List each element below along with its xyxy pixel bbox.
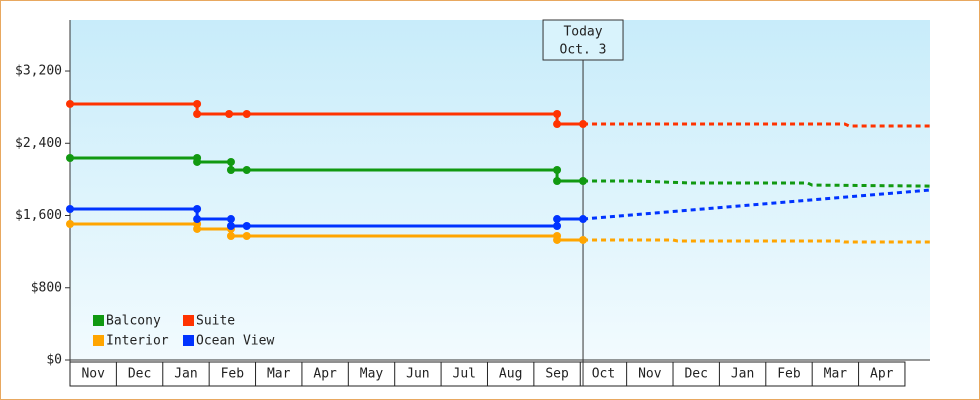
forecast-line bbox=[583, 238, 930, 244]
x-tick-label: Nov bbox=[81, 367, 105, 382]
point bbox=[226, 215, 235, 224]
point bbox=[66, 99, 74, 108]
point bbox=[66, 153, 74, 162]
point bbox=[553, 165, 562, 174]
point bbox=[66, 205, 74, 214]
point bbox=[226, 157, 235, 166]
point bbox=[193, 215, 202, 224]
point bbox=[242, 232, 251, 241]
legend-swatch bbox=[93, 315, 104, 326]
forecast-line bbox=[583, 179, 931, 188]
y-tick-label: $1,600 bbox=[15, 208, 62, 223]
today-box bbox=[542, 19, 624, 61]
point bbox=[579, 120, 588, 129]
legend-label: Ocean View bbox=[196, 334, 274, 349]
forecast-line bbox=[583, 122, 930, 128]
x-tick-label: Feb bbox=[777, 367, 801, 382]
point bbox=[226, 232, 235, 241]
point bbox=[579, 235, 588, 244]
point bbox=[193, 99, 202, 108]
point bbox=[225, 110, 234, 119]
point bbox=[553, 215, 562, 224]
y-tick-label: $3,200 bbox=[15, 64, 62, 79]
today-label: Today bbox=[563, 25, 602, 40]
x-tick-label: Jun bbox=[406, 367, 429, 382]
point bbox=[242, 165, 251, 174]
plot-area bbox=[70, 20, 930, 360]
point bbox=[553, 221, 562, 230]
x-tick-label: Jan bbox=[731, 367, 754, 382]
legend-swatch bbox=[93, 335, 104, 346]
today-date: Oct. 3 bbox=[560, 43, 607, 58]
x-tick-label: Aug bbox=[499, 367, 522, 382]
legend-swatch bbox=[183, 335, 194, 346]
x-tick-label: Jul bbox=[453, 367, 476, 382]
legend-swatch bbox=[183, 315, 194, 326]
legend-label: Balcony bbox=[106, 314, 161, 329]
point bbox=[66, 220, 74, 228]
x-tick-label: Oct bbox=[592, 367, 615, 382]
point bbox=[193, 205, 202, 214]
point bbox=[553, 235, 562, 244]
x-tick-label: Dec bbox=[684, 367, 707, 382]
x-tick-label: Dec bbox=[128, 367, 151, 382]
point bbox=[242, 221, 251, 230]
point bbox=[579, 177, 588, 186]
point bbox=[579, 215, 588, 224]
y-tick-label: $2,400 bbox=[15, 136, 62, 151]
point bbox=[193, 110, 202, 119]
point bbox=[193, 224, 202, 233]
x-tick-label: Mar bbox=[267, 367, 291, 382]
y-tick-label: $800 bbox=[31, 280, 62, 295]
x-tick-label: Jan bbox=[174, 367, 197, 382]
x-tick-label: Apr bbox=[870, 367, 894, 382]
x-tick-label: Sep bbox=[545, 367, 569, 382]
legend-label: Suite bbox=[196, 314, 235, 329]
point bbox=[242, 110, 251, 119]
x-tick-label: Apr bbox=[313, 367, 337, 382]
point bbox=[553, 110, 562, 119]
y-tick-label: $0 bbox=[46, 353, 62, 368]
point bbox=[226, 221, 235, 230]
point bbox=[193, 157, 202, 166]
x-tick-label: Feb bbox=[221, 367, 245, 382]
point bbox=[553, 120, 562, 129]
forecast-line bbox=[582, 188, 931, 221]
x-tick-label: Mar bbox=[824, 367, 848, 382]
legend-label: Interior bbox=[106, 334, 169, 349]
point bbox=[226, 165, 235, 174]
x-tick-label: May bbox=[360, 367, 384, 382]
point bbox=[553, 177, 562, 186]
x-tick-label: Nov bbox=[638, 367, 662, 382]
